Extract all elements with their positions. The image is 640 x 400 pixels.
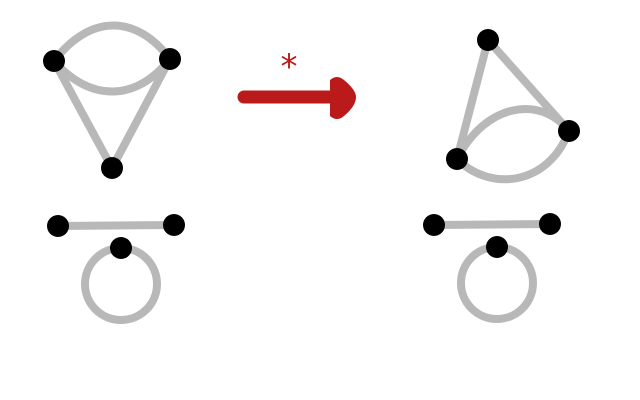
right-vertex-right (558, 120, 580, 142)
left-vertex-bottom (101, 157, 123, 179)
arrow-head (330, 77, 356, 119)
right-graph-segment (423, 213, 561, 236)
right-lower-arc-edge (453, 127, 573, 184)
left-edge-to-bottom-b (108, 55, 174, 172)
right-segment-edge (430, 220, 554, 229)
left-edge-to-bottom-a (50, 57, 116, 172)
right-vertex-left (446, 148, 468, 170)
arrow-label: * (281, 47, 298, 87)
left-graph-loop (81, 237, 161, 324)
right-upper-arc-edge (453, 105, 573, 163)
right-graph-loop (457, 236, 537, 323)
left-graph-triangle (43, 21, 181, 179)
left-segment-vertex-a (47, 215, 69, 237)
right-graph-triangle (446, 29, 580, 184)
left-vertex-top-right (159, 48, 181, 70)
right-edge-top-to-left (453, 36, 492, 163)
right-vertex-top (477, 29, 499, 51)
left-vertex-top-left (43, 50, 65, 72)
left-graph-segment (47, 214, 185, 237)
left-segment-edge (54, 221, 178, 230)
transformation-arrow: * (237, 47, 356, 119)
right-loop-vertex (486, 236, 508, 258)
left-loop-vertex (110, 237, 132, 259)
right-segment-vertex-a (423, 214, 445, 236)
left-upper-arc-edge (50, 21, 174, 65)
left-lower-arc-edge (50, 55, 174, 96)
right-segment-vertex-b (539, 213, 561, 235)
left-segment-vertex-b (163, 214, 185, 236)
